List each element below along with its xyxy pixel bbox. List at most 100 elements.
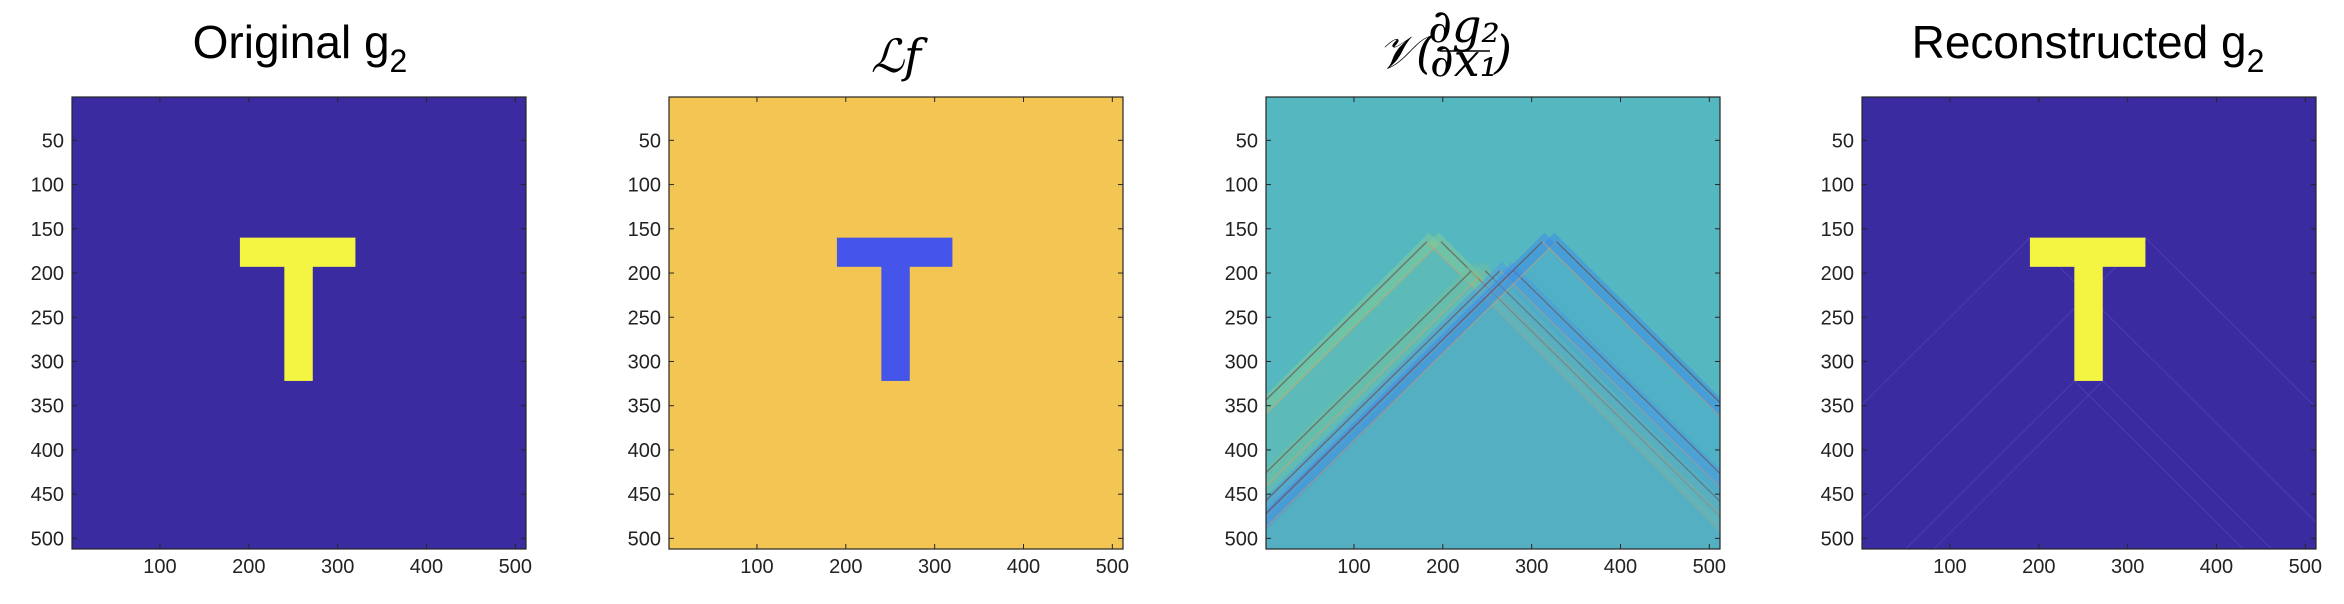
x-tick-label: 300 — [1515, 556, 1548, 578]
x-tick-label: 100 — [740, 556, 773, 578]
artifact-streak — [2102, 380, 2273, 549]
x-tick-label: 400 — [410, 556, 443, 578]
x-tick-label: 400 — [1604, 556, 1637, 578]
svg-text:𝒱(: 𝒱( — [1378, 25, 1435, 79]
panel-original: 50 100 150 200 250 300 350 400 450 500 100 200 300 40… — [31, 96, 532, 578]
panel-lf-title: ℒf — [871, 29, 928, 83]
cone-edge-band — [1266, 261, 1512, 517]
cone-edge-line — [1266, 270, 1501, 502]
cone-edge-line — [1266, 241, 1428, 401]
cone-edge-band — [1266, 261, 1484, 489]
y-tick-label: 150 — [1225, 219, 1258, 241]
cone-edge-line — [1484, 270, 1720, 503]
y-tick-label: 450 — [628, 484, 661, 506]
y-tick-label: 400 — [1821, 440, 1854, 462]
panel-reconstructed: 50 100 150 200 250 300 350 400 450 500 100 200 300 40… — [1821, 96, 2322, 578]
x-tick-label: 100 — [1337, 556, 1370, 578]
t-shape-stem — [2074, 265, 2103, 381]
y-tick-label: 100 — [31, 175, 64, 197]
x-tick-label: 200 — [1426, 556, 1459, 578]
y-tick-label: 350 — [31, 396, 64, 418]
x-tick-label: 300 — [918, 556, 951, 578]
y-tick-label: 250 — [1821, 307, 1854, 329]
x-tick-label: 100 — [1933, 556, 1966, 578]
y-tick-label: 450 — [1821, 484, 1854, 506]
t-shape-bar — [239, 237, 356, 267]
x-tick-label: 300 — [2111, 556, 2144, 578]
y-tick-label: 100 — [628, 175, 661, 197]
y-tick-label: 350 — [1225, 396, 1258, 418]
x-tick-label: 200 — [2022, 556, 2055, 578]
artifact-streak — [1862, 237, 2031, 406]
y-tick-label: 150 — [628, 219, 661, 241]
y-tick-label: 300 — [1225, 351, 1258, 373]
y-tick-label: 250 — [628, 307, 661, 329]
cone-edge-line — [1266, 241, 1543, 515]
x-tick-label: 500 — [1693, 556, 1726, 578]
cone-edge-line — [1499, 270, 1720, 489]
cone-edge-band — [1266, 232, 1439, 415]
y-tick-label: 400 — [31, 440, 64, 462]
y-tick-label: 400 — [628, 440, 661, 462]
x-tick-label: 500 — [499, 556, 532, 578]
cone-edge-line — [1266, 241, 1557, 529]
cone-edge-line — [1513, 270, 1720, 475]
x-tick-label: 400 — [1007, 556, 1040, 578]
y-tick-label: 150 — [1821, 219, 1854, 241]
heatmap-content — [239, 237, 356, 381]
x-tick-label: 100 — [143, 556, 176, 578]
y-tick-label: 500 — [1225, 528, 1258, 550]
y-tick-label: 500 — [1821, 528, 1854, 550]
cone-fill — [1266, 237, 1720, 549]
heatmap-content — [1862, 237, 2316, 549]
panel-lf: 50 100 150 200 250 300 350 400 450 500 100 200 300 40… — [628, 96, 1129, 578]
cone-fill — [1266, 266, 1720, 549]
y-tick-label: 500 — [31, 528, 64, 550]
y-tick-label: 250 — [31, 307, 64, 329]
svg-text:∂g₂: ∂g₂ — [1428, 0, 1500, 53]
cone-edge-line — [1470, 270, 1720, 517]
y-tick-label: 350 — [1821, 396, 1854, 418]
y-tick-label: 50 — [1832, 130, 1854, 152]
x-tick-label: 200 — [232, 556, 265, 578]
cone-edge-line — [1266, 270, 1472, 474]
y-tick-label: 300 — [628, 351, 661, 373]
y-tick-label: 200 — [628, 263, 661, 285]
panel-derivative-title: 𝒱( ∂g₂ ∂x₁ ) — [1378, 0, 1512, 87]
x-tick-label: 200 — [829, 556, 862, 578]
y-tick-label: 100 — [1821, 175, 1854, 197]
axes-frame — [71, 96, 527, 550]
y-tick-label: 100 — [1225, 175, 1258, 197]
x-tick-label: 500 — [1096, 556, 1129, 578]
t-shape-stem — [881, 265, 910, 381]
panel-reconstructed-title: Reconstructed g2 — [1912, 16, 2265, 79]
cone-fill — [1266, 237, 1720, 549]
cone-fill — [1266, 266, 1720, 549]
cone-edge-line — [1266, 270, 1486, 488]
t-shape-bar — [836, 237, 953, 267]
y-tick-label: 300 — [31, 351, 64, 373]
y-tick-label: 200 — [1225, 263, 1258, 285]
cone-edge-line — [1555, 241, 1720, 404]
x-tick-label: 300 — [321, 556, 354, 578]
t-shape-bar — [2029, 237, 2146, 267]
y-tick-label: 400 — [1225, 440, 1258, 462]
cone-edge-band — [1473, 261, 1720, 518]
y-tick-label: 350 — [628, 396, 661, 418]
panel-derivative: 50 100 150 200 250 300 350 400 450 500 100 200 300 40… — [1225, 96, 1726, 578]
cone-edge-line — [1541, 241, 1720, 418]
artifact-streak — [2073, 380, 2244, 549]
svg-text:): ) — [1493, 25, 1512, 79]
cone-edge-line — [1266, 241, 1442, 415]
y-tick-label: 50 — [42, 130, 64, 152]
axes-frame — [1265, 96, 1721, 550]
axes-frame — [668, 96, 1124, 550]
x-tick-label: 500 — [2289, 556, 2322, 578]
y-tick-label: 50 — [639, 130, 661, 152]
y-tick-label: 250 — [1225, 307, 1258, 329]
panel-original-title: Original g2 — [193, 16, 408, 79]
y-tick-label: 500 — [628, 528, 661, 550]
y-tick-label: 50 — [1236, 130, 1258, 152]
y-tick-label: 150 — [31, 219, 64, 241]
